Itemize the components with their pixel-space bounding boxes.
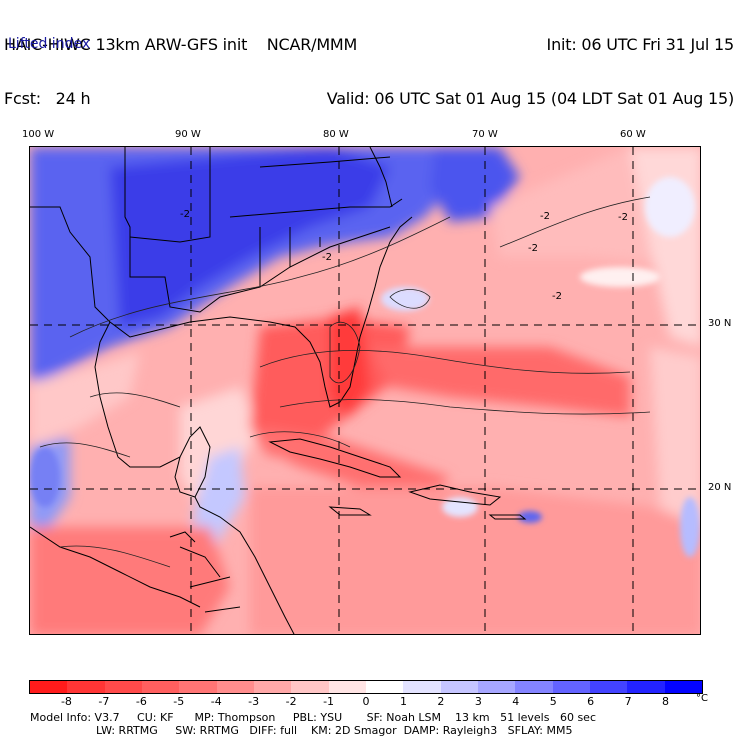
colorbar-tick-label: 0 <box>362 695 370 708</box>
colorbar-segment <box>67 681 105 693</box>
init-time: Init: 06 UTC Fri 31 Jul 15 <box>546 35 735 54</box>
graticule <box>30 147 700 634</box>
contour-label: -2 <box>322 252 332 263</box>
contour-label: -2 <box>180 209 190 220</box>
field-detail <box>30 177 700 557</box>
colorbar-segment <box>403 681 441 693</box>
colorbar-segment <box>589 681 628 693</box>
org-label: NCAR/MMM <box>266 35 358 54</box>
colorbar-tick-label: -8 <box>60 695 72 708</box>
colorbar-segment <box>515 681 553 693</box>
colorbar-tick-label: 5 <box>549 695 557 708</box>
contour-label: -2 <box>618 212 628 223</box>
colorbar-tick-label: 3 <box>474 695 482 708</box>
lat-label: 20 N <box>708 482 732 493</box>
valid-time: Valid: 06 UTC Sat 01 Aug 15 (04 LDT Sat … <box>326 89 735 108</box>
colorbar-segment <box>141 681 180 693</box>
lat-label: 30 N <box>708 318 732 329</box>
model-info-line2: LW: RRTMG SW: RRTMG DIFF: full KM: 2D Sm… <box>96 724 573 737</box>
model-title: HAIC-HIWC 13km ARW-GFS init <box>4 35 248 54</box>
model-info-line1: Model Info: V3.7 CU: KF MP: Thompson PBL… <box>30 711 596 724</box>
contour-label: -2 <box>540 211 550 222</box>
lon-label: 90 W <box>175 129 201 140</box>
colorbar-tick-label: -2 <box>285 695 297 708</box>
field-shading <box>30 147 700 634</box>
colorbar-segment <box>216 681 254 693</box>
lifted-index-map: -2 -2 -2 -2 -2 -2 <box>29 146 701 635</box>
colorbar-segment <box>627 681 665 693</box>
colorbar-segment <box>328 681 366 693</box>
colorbar-segment <box>440 681 478 693</box>
lon-label: 70 W <box>472 129 498 140</box>
colorbar-tick-label: -5 <box>173 695 185 708</box>
colorbar-tick-label: 8 <box>662 695 670 708</box>
colorbar-segment <box>30 681 68 693</box>
colorbar-segment <box>179 681 217 693</box>
lon-label: 80 W <box>323 129 349 140</box>
coastlines <box>30 147 527 634</box>
header-right: Init: 06 UTC Fri 31 Jul 15 Valid: 06 UTC… <box>326 0 735 126</box>
field-name: Lifted index <box>8 36 91 52</box>
colorbar-segment <box>477 681 516 693</box>
header-left: HAIC-HIWC 13km ARW-GFS init NCAR/MMM Fcs… <box>4 0 357 126</box>
contour-label: -2 <box>552 291 562 302</box>
colorbar-tick-label: 2 <box>437 695 445 708</box>
colorbar-tick-label: -4 <box>210 695 222 708</box>
contours <box>39 196 651 568</box>
forecast-hour: Fcst: 24 h <box>4 89 91 108</box>
colorbar <box>29 680 703 694</box>
colorbar-tick-label: 6 <box>587 695 595 708</box>
colorbar-tick-label: -6 <box>135 695 147 708</box>
colorbar-segment <box>365 681 404 693</box>
colorbar-segment <box>552 681 590 693</box>
colorbar-tick-label: -7 <box>98 695 110 708</box>
colorbar-tick-label: 1 <box>399 695 407 708</box>
colorbar-tick-label: 7 <box>624 695 632 708</box>
lon-label: 60 W <box>620 129 646 140</box>
contour-label: -2 <box>528 243 538 254</box>
contour-label-group: -2 -2 -2 -2 -2 -2 <box>180 209 628 302</box>
colorbar-segment <box>291 681 329 693</box>
colorbar-segment <box>253 681 292 693</box>
lon-label: 100 W <box>22 129 55 140</box>
colorbar-segment <box>104 681 142 693</box>
map-svg: -2 -2 -2 -2 -2 -2 <box>30 147 700 634</box>
colorbar-unit: °C <box>696 693 708 704</box>
colorbar-tick-label: -1 <box>323 695 335 708</box>
colorbar-tick-label: 4 <box>512 695 520 708</box>
colorbar-tick-label: -3 <box>248 695 260 708</box>
colorbar-segment <box>664 681 702 693</box>
